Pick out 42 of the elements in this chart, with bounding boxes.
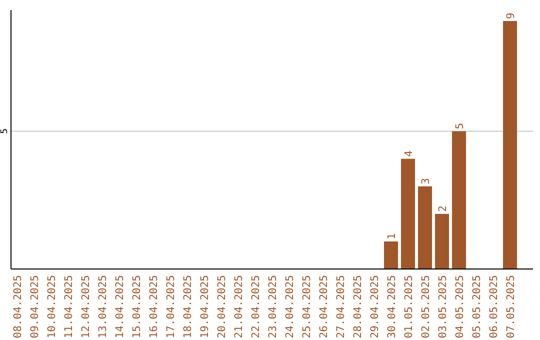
bar (418, 186, 432, 269)
x-tick-label: 20.04.2025 (216, 275, 228, 338)
x-tick-label: 10.04.2025 (46, 275, 58, 338)
bar (452, 131, 466, 269)
x-tick-label: 17.04.2025 (165, 275, 177, 338)
data-label: 9 (505, 12, 517, 20)
bar (401, 158, 415, 269)
x-tick-label: 24.04.2025 (284, 275, 296, 338)
data-label: 2 (437, 206, 449, 212)
x-tick-label: 27.04.2025 (335, 275, 347, 338)
x-tick-label: 07.05.2025 (505, 275, 517, 338)
x-tick-label: 12.04.2025 (80, 275, 92, 338)
x-tick-label: 28.04.2025 (352, 275, 364, 338)
x-tick-label: 09.04.2025 (29, 275, 41, 338)
x-tick-label: 18.04.2025 (182, 275, 194, 338)
x-tick-label: 06.05.2025 (488, 275, 500, 338)
data-label: 1 (386, 233, 398, 240)
x-tick-label: 25.04.2025 (301, 275, 313, 338)
x-tick-label: 16.04.2025 (148, 275, 160, 338)
x-tick-label: 15.04.2025 (131, 275, 143, 338)
x-tick-label: 05.05.2025 (471, 275, 483, 338)
x-tick-label: 01.05.2025 (403, 275, 415, 338)
x-tick-label: 30.04.2025 (386, 275, 398, 338)
data-label: 3 (420, 178, 432, 184)
x-tick-label: 13.04.2025 (97, 275, 109, 338)
x-tick-label: 08.04.2025 (12, 275, 24, 338)
x-tick-label: 22.04.2025 (250, 275, 262, 338)
bar (503, 21, 517, 269)
x-tick-label: 26.04.2025 (318, 275, 330, 338)
x-tick-label: 21.04.2025 (233, 275, 245, 338)
x-tick-label: 29.04.2025 (369, 275, 381, 338)
x-tick-label: 04.05.2025 (454, 275, 466, 338)
x-tick-label: 11.04.2025 (63, 275, 75, 338)
x-tick-label: 03.05.2025 (437, 275, 449, 338)
x-tick-label: 19.04.2025 (199, 275, 211, 338)
bar (435, 214, 449, 269)
x-tick-label: 23.04.2025 (267, 275, 279, 338)
bar (384, 241, 398, 269)
data-label: 4 (403, 150, 415, 157)
data-label: 5 (454, 122, 466, 130)
x-tick-label: 14.04.2025 (114, 275, 126, 338)
x-tick-label: 02.05.2025 (420, 275, 432, 338)
